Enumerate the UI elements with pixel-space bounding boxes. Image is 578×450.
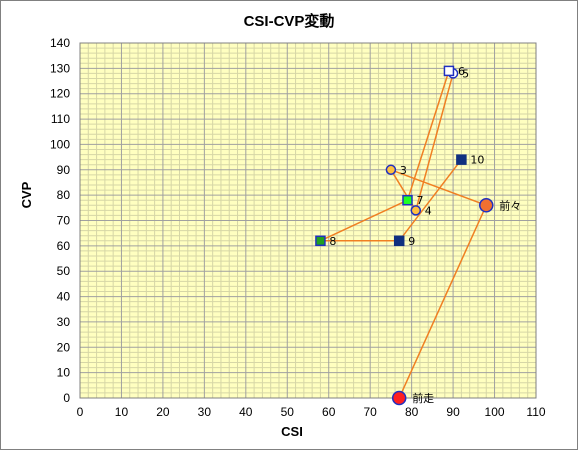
data-point-label: 5 — [462, 67, 469, 80]
y-tick-label: 140 — [50, 36, 70, 50]
data-point-label: 3 — [400, 164, 407, 177]
data-point-marker — [479, 198, 494, 213]
x-tick-label: 70 — [364, 405, 378, 419]
x-tick-label: 50 — [281, 405, 295, 419]
data-point-label: 前々 — [499, 198, 521, 212]
x-tick-label: 10 — [115, 405, 129, 419]
y-tick-label: 120 — [50, 87, 70, 101]
data-point-label: 6 — [458, 65, 465, 78]
data-point-label: 4 — [425, 204, 432, 217]
x-tick-label: 90 — [446, 405, 460, 419]
data-point-marker — [385, 164, 397, 176]
y-tick-label: 110 — [51, 112, 70, 126]
data-point-label: 9 — [408, 235, 415, 248]
x-tick-label: 40 — [239, 405, 253, 419]
x-tick-label: 110 — [526, 405, 545, 419]
data-point-label: 前走 — [412, 391, 434, 405]
y-tick-label: 70 — [57, 214, 71, 228]
x-tick-label: 20 — [156, 405, 170, 419]
y-tick-label: 10 — [57, 366, 71, 380]
x-tick-label: 80 — [405, 405, 419, 419]
y-tick-label: 130 — [50, 61, 70, 75]
data-point-marker — [456, 154, 467, 165]
data-point-label: 8 — [329, 235, 336, 248]
chart-title: CSI-CVP変動 — [243, 13, 335, 30]
x-tick-label: 60 — [322, 405, 336, 419]
y-tick-label: 20 — [57, 340, 71, 354]
y-tick-label: 90 — [57, 163, 71, 177]
data-point-marker — [393, 235, 405, 247]
x-axis-label: CSI — [281, 424, 303, 439]
data-point-marker — [410, 205, 422, 216]
data-point-marker — [402, 194, 413, 206]
x-tick-label: 100 — [485, 405, 505, 419]
data-point-label: 10 — [470, 154, 484, 167]
x-tick-label: 0 — [77, 405, 84, 419]
y-tick-label: 80 — [57, 188, 71, 202]
data-point-marker — [315, 235, 326, 247]
y-tick-label: 0 — [63, 391, 70, 405]
plot-border — [79, 42, 537, 399]
x-tick-label: 30 — [198, 405, 212, 419]
y-tick-label: 50 — [57, 264, 71, 278]
data-point-marker — [391, 390, 407, 406]
y-tick-label: 60 — [57, 239, 71, 253]
y-tick-label: 100 — [50, 137, 70, 151]
y-tick-label: 30 — [57, 315, 71, 329]
data-point-label: 7 — [416, 194, 423, 207]
y-tick-label: 40 — [57, 290, 71, 304]
data-point-marker — [443, 65, 455, 77]
